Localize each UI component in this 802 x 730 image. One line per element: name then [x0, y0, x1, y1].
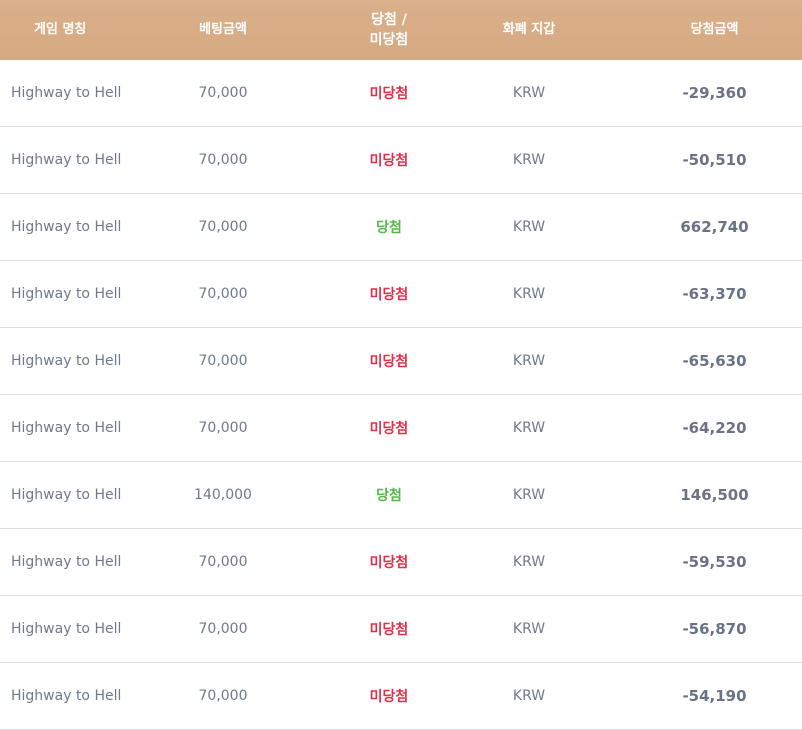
- win-amount-cell: -63,370: [682, 285, 747, 303]
- game-name-cell: Highway to Hell: [11, 85, 122, 101]
- table-header: 게임 명칭 베팅금액 당첨 / 미당첨 화폐 지갑 당첨금액: [0, 0, 802, 60]
- table-row: Highway to Hell 70,000 미당첨 KRW -64,220: [0, 395, 802, 462]
- header-result-line1: 당첨 /: [371, 12, 407, 28]
- currency-cell: KRW: [512, 219, 546, 235]
- table-body: Highway to Hell 70,000 미당첨 KRW -29,360 Highwa…: [0, 60, 802, 730]
- table-row: Highway to Hell 140,000 당첨 KRW 146,500: [0, 462, 802, 529]
- game-name-cell: Highway to Hell: [11, 286, 122, 302]
- table-row: Highway to Hell 70,000 미당첨 KRW -54,190: [0, 663, 802, 730]
- win-amount-cell: -59,530: [682, 553, 747, 571]
- header-game-name: 게임 명칭: [34, 22, 87, 37]
- win-amount-cell: -65,630: [682, 352, 747, 370]
- header-currency-wallet: 화폐 지갑: [502, 22, 556, 37]
- result-cell: 미당첨: [369, 354, 409, 370]
- header-bet-amount: 베팅금액: [199, 22, 247, 37]
- table-row: Highway to Hell 70,000 미당첨 KRW -29,360: [0, 60, 802, 127]
- bet-amount-cell: 70,000: [198, 688, 248, 704]
- table-row: Highway to Hell 70,000 미당첨 KRW -65,630: [0, 328, 802, 395]
- result-cell: 미당첨: [369, 555, 409, 571]
- result-cell: 미당첨: [369, 153, 409, 169]
- currency-cell: KRW: [512, 85, 546, 101]
- result-cell: 미당첨: [369, 622, 409, 638]
- currency-cell: KRW: [512, 286, 546, 302]
- currency-cell: KRW: [512, 554, 546, 570]
- table-row: Highway to Hell 70,000 미당첨 KRW -63,370: [0, 261, 802, 328]
- bet-amount-cell: 70,000: [198, 353, 248, 369]
- currency-cell: KRW: [512, 353, 546, 369]
- result-cell: 미당첨: [369, 86, 409, 102]
- game-name-cell: Highway to Hell: [11, 152, 122, 168]
- table-row: Highway to Hell 70,000 당첨 KRW 662,740: [0, 194, 802, 261]
- result-cell: 당첨: [376, 220, 402, 236]
- bet-amount-cell: 70,000: [198, 219, 248, 235]
- result-cell: 미당첨: [369, 421, 409, 437]
- bet-amount-cell: 70,000: [198, 152, 248, 168]
- bet-amount-cell: 70,000: [198, 85, 248, 101]
- game-name-cell: Highway to Hell: [11, 621, 122, 637]
- game-name-cell: Highway to Hell: [11, 420, 122, 436]
- currency-cell: KRW: [512, 688, 546, 704]
- table-row: Highway to Hell 70,000 미당첨 KRW -56,870: [0, 596, 802, 663]
- win-amount-cell: 662,740: [680, 218, 749, 236]
- bet-amount-cell: 70,000: [198, 554, 248, 570]
- result-cell: 미당첨: [369, 287, 409, 303]
- game-name-cell: Highway to Hell: [11, 554, 122, 570]
- bet-amount-cell: 70,000: [198, 621, 248, 637]
- win-amount-cell: 146,500: [680, 486, 749, 504]
- currency-cell: KRW: [512, 621, 546, 637]
- header-result: 당첨 / 미당첨: [293, 10, 469, 50]
- result-cell: 미당첨: [369, 689, 409, 705]
- game-name-cell: Highway to Hell: [11, 688, 122, 704]
- table-row: Highway to Hell 70,000 미당첨 KRW -50,510: [0, 127, 802, 194]
- header-result-line2: 미당첨: [369, 32, 409, 48]
- header-win-amount: 당첨금액: [690, 22, 739, 37]
- game-name-cell: Highway to Hell: [11, 353, 122, 369]
- result-cell: 당첨: [376, 488, 402, 504]
- win-amount-cell: -54,190: [682, 687, 747, 705]
- currency-cell: KRW: [512, 152, 546, 168]
- win-amount-cell: -64,220: [682, 419, 747, 437]
- win-amount-cell: -50,510: [682, 151, 747, 169]
- currency-cell: KRW: [512, 420, 546, 436]
- bet-amount-cell: 70,000: [198, 286, 248, 302]
- bet-amount-cell: 70,000: [198, 420, 248, 436]
- game-name-cell: Highway to Hell: [11, 219, 122, 235]
- table-row: Highway to Hell 70,000 미당첨 KRW -59,530: [0, 529, 802, 596]
- game-name-cell: Highway to Hell: [11, 487, 122, 503]
- win-amount-cell: -29,360: [682, 84, 747, 102]
- bet-amount-cell: 140,000: [194, 487, 252, 503]
- win-amount-cell: -56,870: [682, 620, 747, 638]
- currency-cell: KRW: [512, 487, 546, 503]
